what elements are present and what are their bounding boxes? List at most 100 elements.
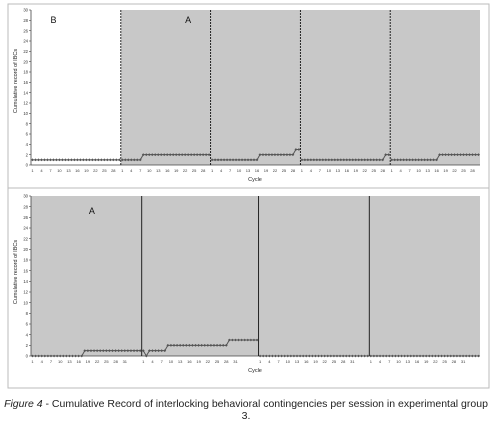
data-point bbox=[468, 153, 471, 157]
data-point bbox=[406, 354, 410, 358]
data-point bbox=[426, 158, 430, 162]
data-point bbox=[96, 158, 100, 162]
x-tick-label: 25 bbox=[372, 168, 377, 173]
data-point bbox=[274, 354, 277, 358]
data-point bbox=[234, 158, 238, 162]
data-point bbox=[166, 343, 170, 347]
x-tick-label: 4 bbox=[310, 168, 313, 173]
x-tick-label: 31 bbox=[233, 359, 238, 364]
data-point bbox=[147, 153, 151, 157]
data-point bbox=[366, 158, 370, 162]
data-point bbox=[186, 153, 190, 157]
data-point bbox=[289, 354, 293, 358]
data-point bbox=[61, 158, 64, 162]
figure-label: Figure 4 bbox=[4, 398, 43, 410]
data-point bbox=[417, 158, 421, 162]
data-point bbox=[154, 349, 157, 353]
data-point bbox=[169, 343, 173, 347]
data-point bbox=[195, 153, 199, 157]
data-point bbox=[138, 158, 142, 162]
data-point bbox=[264, 153, 268, 157]
data-point bbox=[360, 158, 364, 162]
x-tick-label: 28 bbox=[380, 168, 385, 173]
data-point bbox=[224, 343, 228, 347]
data-point bbox=[123, 158, 127, 162]
data-point bbox=[213, 158, 217, 162]
y-tick-label: 2 bbox=[26, 343, 29, 348]
data-point bbox=[462, 153, 465, 157]
x-tick-label: 28 bbox=[452, 359, 457, 364]
data-point bbox=[209, 343, 213, 347]
data-point bbox=[129, 349, 133, 353]
y-tick-label: 10 bbox=[23, 300, 28, 305]
data-point bbox=[333, 158, 337, 162]
data-point bbox=[89, 349, 93, 353]
x-tick-label: 4 bbox=[151, 359, 154, 364]
data-point bbox=[369, 354, 373, 358]
figure: Cumulative record of IBCs Cycle 02468101… bbox=[7, 3, 490, 389]
data-point bbox=[64, 354, 68, 358]
data-point bbox=[258, 153, 262, 157]
data-point bbox=[249, 338, 253, 342]
data-point bbox=[357, 158, 361, 162]
session-background-2 bbox=[120, 10, 211, 165]
data-point bbox=[447, 153, 450, 157]
data-point bbox=[172, 343, 176, 347]
x-tick-label: 13 bbox=[246, 168, 251, 173]
data-point bbox=[336, 158, 340, 162]
data-point bbox=[330, 158, 334, 162]
data-point bbox=[403, 354, 407, 358]
data-point bbox=[77, 354, 81, 358]
data-point bbox=[300, 158, 304, 162]
data-point bbox=[267, 153, 271, 157]
x-tick-label: 1 bbox=[211, 168, 214, 173]
data-point bbox=[335, 354, 339, 358]
data-point bbox=[78, 158, 82, 162]
data-point bbox=[381, 158, 385, 162]
data-point bbox=[87, 158, 91, 162]
x-tick-label: 25 bbox=[215, 359, 220, 364]
data-point bbox=[267, 354, 271, 358]
data-point bbox=[461, 354, 465, 358]
y-tick-label: 18 bbox=[23, 70, 28, 75]
data-point bbox=[200, 343, 204, 347]
data-point bbox=[160, 349, 164, 353]
data-point bbox=[423, 158, 427, 162]
x-tick-label: 19 bbox=[443, 168, 448, 173]
phase-label: A bbox=[89, 206, 95, 216]
data-point bbox=[49, 354, 53, 358]
data-point bbox=[34, 354, 38, 358]
data-point bbox=[201, 153, 205, 157]
data-point bbox=[387, 354, 391, 358]
x-tick-label: 22 bbox=[273, 168, 278, 173]
data-point bbox=[237, 158, 241, 162]
data-point bbox=[276, 153, 280, 157]
data-point bbox=[347, 354, 351, 358]
data-point bbox=[181, 343, 185, 347]
x-tick-label: 7 bbox=[319, 168, 322, 173]
data-point bbox=[197, 343, 201, 347]
x-tick-label: 13 bbox=[156, 168, 161, 173]
data-point bbox=[303, 158, 307, 162]
data-point bbox=[338, 354, 342, 358]
x-tick-label: 7 bbox=[409, 168, 412, 173]
data-point bbox=[90, 158, 94, 162]
data-point bbox=[83, 349, 87, 353]
data-point bbox=[171, 153, 175, 157]
data-point bbox=[390, 354, 394, 358]
data-point bbox=[441, 153, 444, 157]
data-point bbox=[292, 354, 296, 358]
x-tick-label: 31 bbox=[461, 359, 466, 364]
data-point bbox=[120, 158, 124, 162]
x-tick-label: 22 bbox=[363, 168, 368, 173]
data-point bbox=[409, 354, 413, 358]
data-point bbox=[114, 158, 118, 162]
y-tick-label: 12 bbox=[23, 290, 28, 295]
y-tick-label: 24 bbox=[23, 39, 28, 44]
x-tick-label: 19 bbox=[354, 168, 359, 173]
data-point bbox=[258, 354, 262, 358]
session-background-3 bbox=[258, 196, 370, 356]
y-tick-label: 28 bbox=[23, 204, 28, 209]
x-tick-label: 1 bbox=[259, 359, 262, 364]
data-point bbox=[342, 158, 346, 162]
